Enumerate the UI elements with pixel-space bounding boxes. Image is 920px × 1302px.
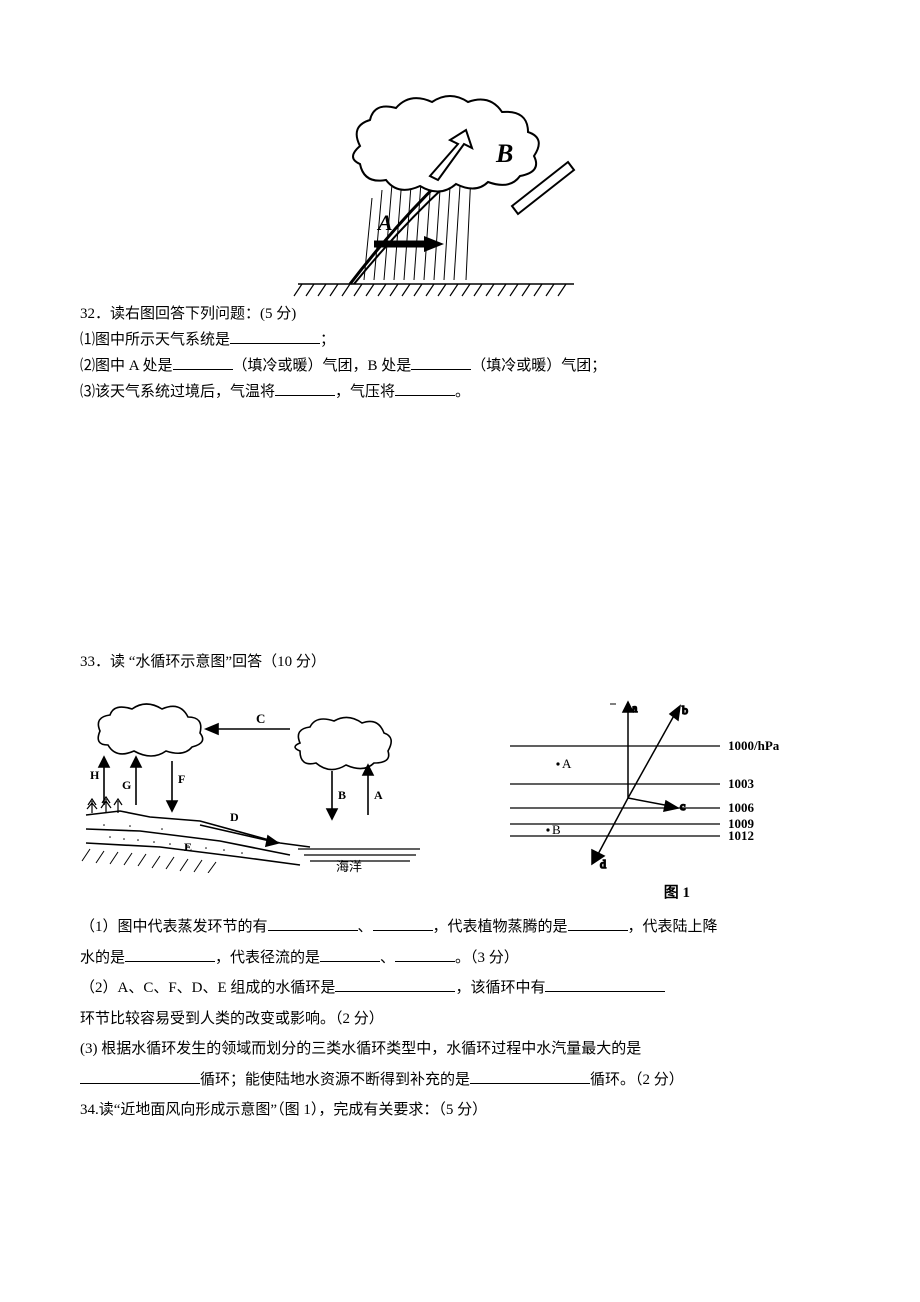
q32-line2: ⑵图中 A 处是 （填冷或暖）气团，B 处是 （填冷或暖）气团； [80, 354, 840, 378]
iso-1003: 1003 [728, 776, 755, 791]
point-b: B [552, 822, 561, 837]
q32-l2c: （填冷或暖）气团； [471, 358, 606, 374]
label-b: B [495, 139, 513, 168]
iso-unit: 1000/hPa [728, 738, 780, 753]
q32-l2b: （填冷或暖）气团，B 处是 [233, 358, 412, 374]
q32-line3: ⑶该天气系统过境后，气温将 ，气压将 。 [80, 380, 840, 404]
blank[interactable] [545, 977, 665, 992]
wc-ocean-label: 海洋 [336, 859, 362, 873]
q33-l6b: 循环。（2 分） [590, 1072, 684, 1088]
iso-1012: 1012 [728, 828, 754, 843]
wc-label-g: G [122, 778, 131, 792]
q33-l2c: 、 [380, 950, 395, 966]
q33-l1a: （1）图中代表蒸发环节的有 [80, 919, 268, 935]
blank[interactable] [568, 916, 628, 931]
wc-label-a: A [374, 788, 383, 802]
blank[interactable] [173, 355, 233, 370]
q32-l1a: ⑴图中所示天气系统是 [80, 332, 230, 348]
water-cycle-diagram: C H G F B A [80, 693, 440, 873]
blank[interactable] [395, 947, 455, 962]
q33-line3: （2）A、C、F、D、E 组成的水循环是 ，该循环中有 [80, 974, 840, 1003]
q32-l3b: ，气压将 [335, 384, 395, 400]
label-a: A [376, 210, 393, 235]
blank[interactable] [320, 947, 380, 962]
wc-label-b: B [338, 788, 346, 802]
vec-b: b [682, 703, 688, 717]
q32-l3c: 。 [455, 384, 470, 400]
q32-line1: ⑴图中所示天气系统是 ； [80, 328, 840, 352]
blank[interactable] [125, 947, 215, 962]
wc-label-e: E [184, 840, 192, 854]
q32-l1b: ； [320, 332, 335, 348]
q32-l3a: ⑶该天气系统过境后，气温将 [80, 384, 275, 400]
vec-d: d [600, 857, 606, 871]
wc-label-h: H [90, 768, 100, 782]
q32-l2a: ⑵图中 A 处是 [80, 358, 173, 374]
q33-l1b: 、 [358, 919, 373, 935]
q33-l2a: 水的是 [80, 950, 125, 966]
point-a: A [562, 756, 572, 771]
q33-l1d: ，代表陆上降 [628, 919, 718, 935]
q32-header: 32．读右图回答下列问题：(5 分) [80, 302, 840, 326]
vec-a: a [632, 701, 638, 715]
blank[interactable] [411, 355, 471, 370]
wc-label-c: C [256, 711, 265, 726]
blank[interactable] [80, 1069, 200, 1084]
blank[interactable] [395, 381, 455, 396]
iso-1006: 1006 [728, 800, 755, 815]
blank[interactable] [470, 1069, 590, 1084]
weather-front-diagram: A B [280, 90, 840, 298]
q33-l2d: 。（3 分） [455, 950, 519, 966]
q33-l2b: ，代表径流的是 [215, 950, 320, 966]
q33-line1: （1）图中代表蒸发环节的有 、 ，代表植物蒸腾的是 ，代表陆上降 [80, 913, 840, 942]
q33-line5: (3) 根据水循环发生的领域而划分的三类水循环类型中，水循环过程中水汽量最大的是 [80, 1035, 840, 1064]
isobar-diagram: 1000/hPa 1003 1006 1009 1012 a b c [500, 698, 800, 873]
q33-header: 33．读 “水循环示意图”回答（10 分） [80, 648, 840, 677]
q33-l1c: ，代表植物蒸腾的是 [433, 919, 568, 935]
wc-label-d: D [230, 810, 239, 824]
vec-c: c [680, 799, 685, 813]
q33-l6a: 循环；能使陆地水资源不断得到补充的是 [200, 1072, 470, 1088]
blank[interactable] [230, 329, 320, 344]
caption-fig1: 图 1 [664, 879, 690, 908]
q33-l3a: （2）A、C、F、D、E 组成的水循环是 [80, 980, 335, 996]
q34-header: 34.读“近地面风向形成示意图”（图 1），完成有关要求：（5 分） [80, 1096, 840, 1125]
blank[interactable] [275, 381, 335, 396]
blank[interactable] [268, 916, 358, 931]
blank[interactable] [335, 977, 455, 992]
blank[interactable] [373, 916, 433, 931]
wc-label-f: F [178, 772, 185, 786]
q33-line2: 水的是 ，代表径流的是 、 。（3 分） [80, 944, 840, 973]
q33-line4: 环节比较容易受到人类的改变或影响。（2 分） [80, 1005, 840, 1034]
q33-line6: 循环；能使陆地水资源不断得到补充的是 循环。（2 分） [80, 1066, 840, 1095]
q33-l3b: ，该循环中有 [455, 980, 545, 996]
